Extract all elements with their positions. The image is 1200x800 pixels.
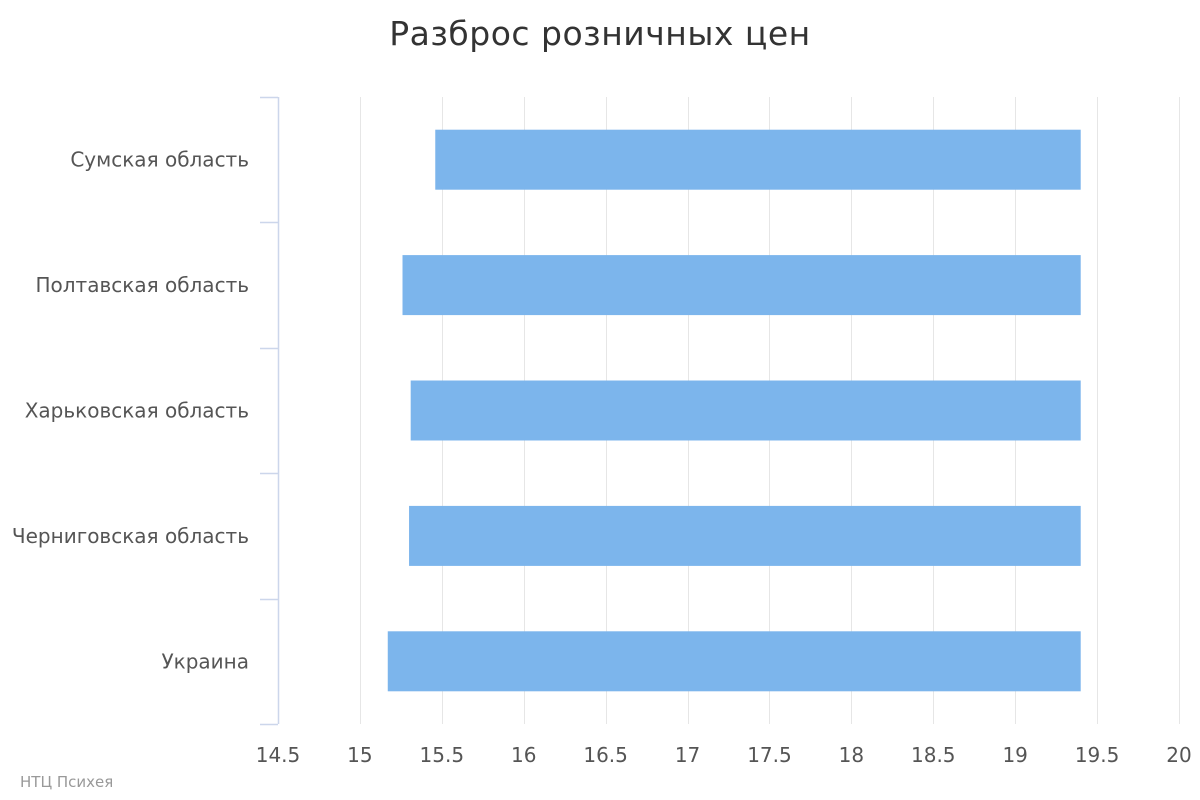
category-label: Полтавская область: [35, 273, 249, 297]
x-tick-label: 14.5: [256, 743, 301, 767]
x-tick-label: 15: [347, 743, 372, 767]
x-tick-label: 16: [511, 743, 536, 767]
category-label: Украина: [161, 649, 249, 673]
chart-title: Разброс розничных цен: [389, 14, 811, 53]
x-tick-label: 18: [839, 743, 864, 767]
bar-3: [410, 380, 1081, 441]
bar-2: [402, 255, 1081, 316]
x-tick-label: 19.5: [1075, 743, 1120, 767]
x-tick-label: 19: [1002, 743, 1027, 767]
x-tick-label: 16.5: [583, 743, 628, 767]
bar-5: [387, 631, 1081, 692]
x-tick-label: 17.5: [747, 743, 792, 767]
bar-1: [435, 129, 1081, 190]
category-label: Сумская область: [70, 148, 249, 172]
x-tick-label: 17: [675, 743, 700, 767]
x-tick-label: 18.5: [911, 743, 956, 767]
x-tick-label: 15.5: [420, 743, 465, 767]
category-label: Харьковская область: [25, 399, 249, 423]
credits-label: НТЦ Психея: [20, 773, 114, 791]
bar-4: [409, 505, 1081, 566]
category-label: Черниговская область: [12, 524, 249, 548]
x-tick-label: 20: [1166, 743, 1191, 767]
